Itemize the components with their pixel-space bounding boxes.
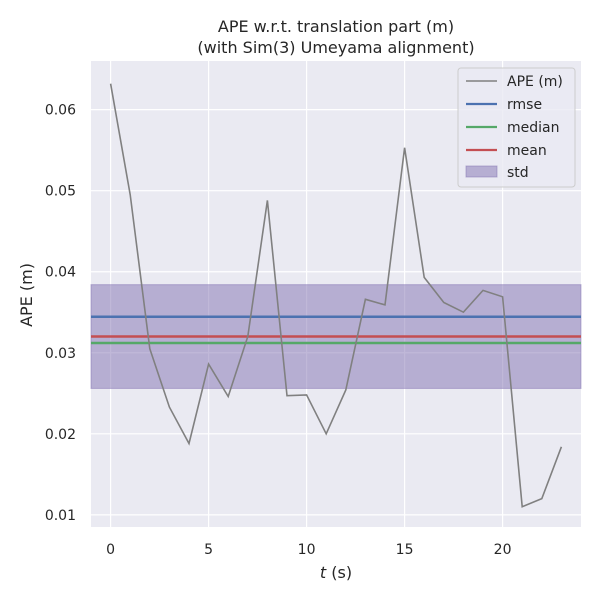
legend-label-std: std	[507, 165, 529, 181]
chart-title: APE w.r.t. translation part (m)	[218, 17, 454, 36]
ape-series-line	[109, 83, 563, 508]
x-tick-label: 10	[298, 542, 316, 558]
y-tick-label: 0.06	[45, 103, 76, 119]
y-axis-label: APE (m)	[17, 263, 36, 327]
y-tick-label: 0.05	[45, 184, 76, 200]
y-tick-label: 0.03	[45, 346, 76, 362]
x-tick-label: 20	[494, 542, 512, 558]
legend: APE (m) rmse median mean std	[457, 67, 576, 188]
y-tick-label: 0.04	[45, 265, 76, 281]
tick-labels: 0 5 10 15 20 0.01 0.02 0.03 0.04 0.05 0.06	[45, 103, 512, 558]
legend-label-median: median	[507, 120, 559, 136]
legend-swatch-std	[465, 165, 498, 178]
x-tick-label: 0	[106, 542, 115, 558]
legend-label-mean: mean	[507, 143, 547, 159]
x-axis-label: t (s)	[320, 563, 352, 582]
y-tick-label: 0.02	[45, 427, 76, 443]
x-tick-label: 15	[396, 542, 414, 558]
x-tick-label: 5	[204, 542, 213, 558]
legend-frame	[457, 67, 576, 188]
legend-label-rmse: rmse	[507, 97, 542, 113]
chart-subtitle: (with Sim(3) Umeyama alignment)	[197, 38, 474, 57]
y-tick-label: 0.01	[45, 508, 76, 524]
legend-label-ape: APE (m)	[507, 74, 563, 90]
